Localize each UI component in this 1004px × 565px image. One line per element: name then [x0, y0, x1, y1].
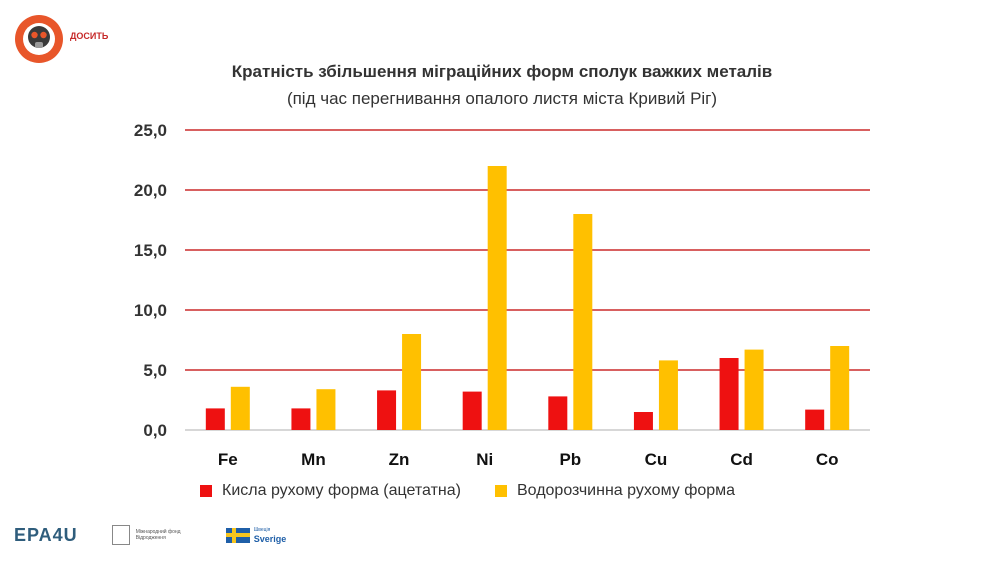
bar-acid-cd — [719, 358, 739, 430]
y-tick-label: 5,0 — [143, 361, 167, 380]
y-tick-label: 0,0 — [143, 421, 167, 440]
legend-item-acid: Кисла рухому форма (ацетатна) — [200, 482, 461, 500]
bar-water-mn — [316, 389, 336, 430]
bar-acid-pb — [548, 396, 568, 430]
legend-label-water: Водорозчинна рухому форма — [516, 482, 736, 499]
irf-logo-text: Міжнародний фонд Відродження — [135, 529, 181, 541]
bar-water-cu — [658, 360, 678, 430]
irf-logo: Міжнародний фонд Відродження — [111, 525, 192, 545]
epa-logo: EPA4U — [14, 525, 78, 546]
sweden-logo: Швеція Sverige — [225, 526, 287, 544]
bar-water-co — [830, 346, 850, 430]
legend-label-acid: Кисла рухому форма (ацетатна) — [222, 482, 461, 499]
gas-mask-icon — [15, 15, 63, 63]
bar-chart: 0,0 5,0 10,0 15,0 20,0 25,0 Fe Mn Zn Ni Pb Cu Cd Co — [134, 121, 870, 469]
y-tick-label: 20,0 — [134, 181, 167, 200]
x-tick-label: Ni — [476, 450, 493, 469]
footer-logos: EPA4U Міжнародний фонд Відродження Швеці… — [14, 520, 320, 550]
bar-acid-ni — [462, 391, 482, 430]
bar-water-zn — [402, 334, 422, 430]
brand-logo-text: ДОСИТЬ — [70, 31, 109, 41]
y-tick-label: 25,0 — [134, 121, 167, 140]
irf-mark-icon — [111, 525, 130, 545]
chart-legend: Кисла рухому форма (ацетатна) Водорозчин… — [200, 482, 769, 500]
bar-acid-mn — [291, 408, 311, 430]
bar-acid-fe — [205, 408, 225, 430]
chart-title: Кратність збільшення міграційних форм сп… — [231, 62, 773, 81]
legend-swatch-acid — [200, 485, 212, 497]
x-tick-label: Zn — [389, 450, 410, 469]
sweden-logo-bottom: Sverige — [253, 534, 287, 544]
chart-subtitle: (під час перегнивання опалого листя міст… — [286, 89, 718, 108]
x-tick-label: Cd — [730, 450, 753, 469]
x-tick-label: Cu — [645, 450, 668, 469]
legend-item-water: Водорозчинна рухому форма — [494, 482, 736, 500]
x-tick-label: Co — [816, 450, 839, 469]
brand-logo: ДОСИТЬ — [14, 14, 154, 66]
sweden-flag-icon — [225, 527, 250, 543]
bar-acid-zn — [377, 390, 397, 430]
sweden-logo-top: Швеція — [253, 527, 271, 533]
epa-logo-text: EPA4U — [14, 524, 78, 545]
bar-acid-co — [805, 409, 825, 430]
bar-acid-cu — [633, 412, 653, 430]
bar-water-fe — [230, 386, 250, 430]
x-tick-label: Mn — [301, 450, 326, 469]
bar-water-pb — [573, 214, 593, 430]
bar-water-ni — [487, 166, 507, 430]
y-tick-label: 15,0 — [134, 241, 167, 260]
legend-swatch-water — [494, 485, 507, 497]
x-tick-label: Fe — [218, 450, 238, 469]
bar-water-cd — [744, 349, 764, 430]
sweden-logo-text: Швеція Sverige — [254, 526, 287, 544]
x-tick-label: Pb — [559, 450, 581, 469]
y-tick-label: 10,0 — [134, 301, 167, 320]
